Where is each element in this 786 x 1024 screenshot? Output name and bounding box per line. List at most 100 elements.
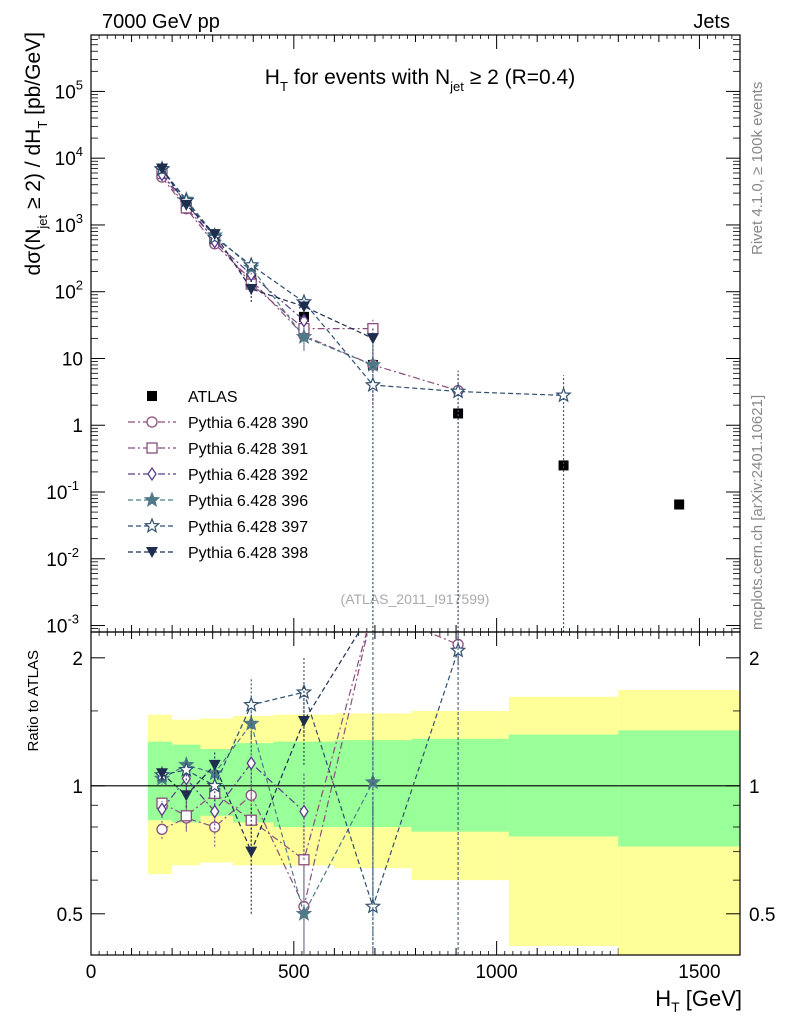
y-tick-label: 104 bbox=[55, 144, 83, 170]
legend-label: Pythia 6.428 398 bbox=[188, 545, 308, 562]
ratio-point bbox=[364, 897, 382, 914]
y-tick-label: 10-1 bbox=[46, 478, 79, 504]
mcplots-source-label: mcplots.cern.ch [arXiv:2401.10621] bbox=[749, 395, 766, 630]
legend-label: ATLAS bbox=[188, 389, 238, 406]
data-point bbox=[180, 199, 193, 211]
legend-entry: Pythia 6.428 396 bbox=[128, 491, 308, 510]
ratio-point bbox=[295, 905, 313, 921]
legend-entry: Pythia 6.428 390 bbox=[128, 415, 308, 432]
ratio-point bbox=[364, 773, 382, 790]
legend-entry: Pythia 6.428 392 bbox=[128, 466, 308, 484]
legend-marker bbox=[146, 442, 158, 454]
ratio-point bbox=[246, 756, 257, 771]
series-line bbox=[161, 173, 373, 330]
ratio-point bbox=[299, 804, 309, 819]
stat-uncertainty-band bbox=[232, 743, 274, 823]
data-point bbox=[295, 328, 313, 344]
legend-marker bbox=[147, 466, 157, 482]
y-axis-label: dσ(Njet ≥ 2) / dHT [pb/GeV] bbox=[22, 32, 50, 275]
data-point bbox=[364, 376, 382, 393]
data-point bbox=[555, 386, 572, 403]
ratio-frame bbox=[90, 631, 741, 956]
ratio-point bbox=[156, 823, 168, 835]
legend: ATLAS Pythia 6.428 390 Pythia 6.428 391 Pyt… bbox=[128, 389, 308, 562]
ratio-point bbox=[245, 846, 258, 858]
ratio-y-tick-label: 2 bbox=[72, 649, 83, 670]
legend-entry: Pythia 6.428 391 bbox=[128, 441, 308, 458]
uncertainty-bands bbox=[147, 690, 740, 955]
series-pythia-6428-392 bbox=[157, 167, 309, 330]
ratio-line bbox=[161, 722, 374, 916]
ratio-y-tick-label-right: 1 bbox=[749, 777, 760, 798]
legend-marker bbox=[147, 391, 157, 401]
process-label: Jets bbox=[693, 11, 730, 33]
ratio-point bbox=[209, 821, 221, 833]
series-pythia-6428-397 bbox=[153, 160, 572, 632]
x-axis-label: HT [GeV] bbox=[655, 986, 742, 1015]
y-tick-label: 10-2 bbox=[46, 545, 79, 571]
ratio-point bbox=[208, 759, 221, 771]
data-point bbox=[558, 460, 569, 471]
data-point bbox=[208, 229, 221, 241]
rivet-version-label: Rivet 4.1.0, ≥ 100k events bbox=[749, 82, 766, 255]
ratio-line bbox=[161, 762, 305, 813]
series-line bbox=[161, 168, 564, 396]
ratio-point bbox=[209, 804, 220, 819]
legend-entry: Pythia 6.428 398 bbox=[128, 545, 308, 562]
ratio-point bbox=[243, 715, 260, 731]
ratio-y-tick-label-right: 2 bbox=[749, 649, 760, 670]
data-point bbox=[449, 382, 467, 399]
energy-label: 7000 GeV pp bbox=[102, 11, 220, 33]
ratio-point bbox=[155, 768, 168, 780]
y-tick-label: 10-3 bbox=[46, 612, 79, 638]
ratio-series-pythia-6428-398 bbox=[155, 632, 360, 914]
ratio-series-pythia-6428-392 bbox=[157, 733, 309, 860]
y-tick-label: 1 bbox=[72, 416, 83, 437]
ratio-point bbox=[157, 802, 167, 817]
plot-title: HT for events with Njet ≥ 2 (R=0.4) bbox=[265, 66, 575, 94]
main-data bbox=[153, 160, 685, 632]
ratio-point bbox=[206, 777, 224, 793]
data-point bbox=[297, 301, 310, 313]
analysis-watermark: (ATLAS_2011_I917599) bbox=[341, 591, 490, 607]
series-line bbox=[161, 168, 374, 339]
ratio-point bbox=[180, 810, 192, 822]
ratio-y-axis-label: Ratio to ATLAS bbox=[25, 650, 42, 751]
legend-marker bbox=[143, 517, 161, 534]
series-pythia-6428-396 bbox=[153, 160, 382, 632]
ratio-y-tick-label: 1 bbox=[72, 777, 83, 798]
data-point bbox=[299, 313, 309, 328]
legend-marker bbox=[146, 416, 158, 428]
x-tick-label: 1500 bbox=[678, 962, 720, 983]
series-line bbox=[161, 176, 459, 392]
ratio-point bbox=[243, 696, 260, 712]
data-point bbox=[245, 283, 258, 295]
legend-label: Pythia 6.428 396 bbox=[188, 493, 308, 510]
ratio-point bbox=[178, 761, 195, 777]
main-frame bbox=[90, 34, 741, 633]
stat-uncertainty-band bbox=[618, 730, 740, 847]
data-point bbox=[243, 256, 260, 273]
legend-marker bbox=[146, 547, 158, 558]
x-tick-label: 500 bbox=[278, 962, 310, 983]
ratio-point bbox=[180, 790, 193, 802]
y-tick-label: 105 bbox=[55, 77, 83, 103]
y-tick-label: 102 bbox=[55, 278, 83, 304]
data-point bbox=[155, 163, 168, 175]
legend-label: Pythia 6.428 391 bbox=[188, 441, 308, 458]
series-pythia-6428-398 bbox=[155, 163, 379, 359]
ratio-y-tick-label: 0.5 bbox=[57, 905, 83, 926]
x-tick-label: 1000 bbox=[475, 962, 517, 983]
data-point bbox=[453, 408, 464, 419]
legend-entry: Pythia 6.428 397 bbox=[128, 517, 308, 536]
x-tick-label: 0 bbox=[86, 962, 97, 983]
legend-label: Pythia 6.428 392 bbox=[188, 467, 308, 484]
ratio-plot-panel: 0 500 1000 1500 0.5 0.5 1 1 2 2 bbox=[57, 631, 775, 983]
ratio-point bbox=[297, 716, 310, 728]
series-pythia-6428-391 bbox=[156, 167, 379, 342]
series-pythia-6428-390 bbox=[156, 171, 464, 632]
ratio-data bbox=[153, 632, 467, 955]
ratio-y-tick-label-right: 0.5 bbox=[749, 905, 775, 926]
legend-entry: ATLAS bbox=[147, 389, 238, 406]
